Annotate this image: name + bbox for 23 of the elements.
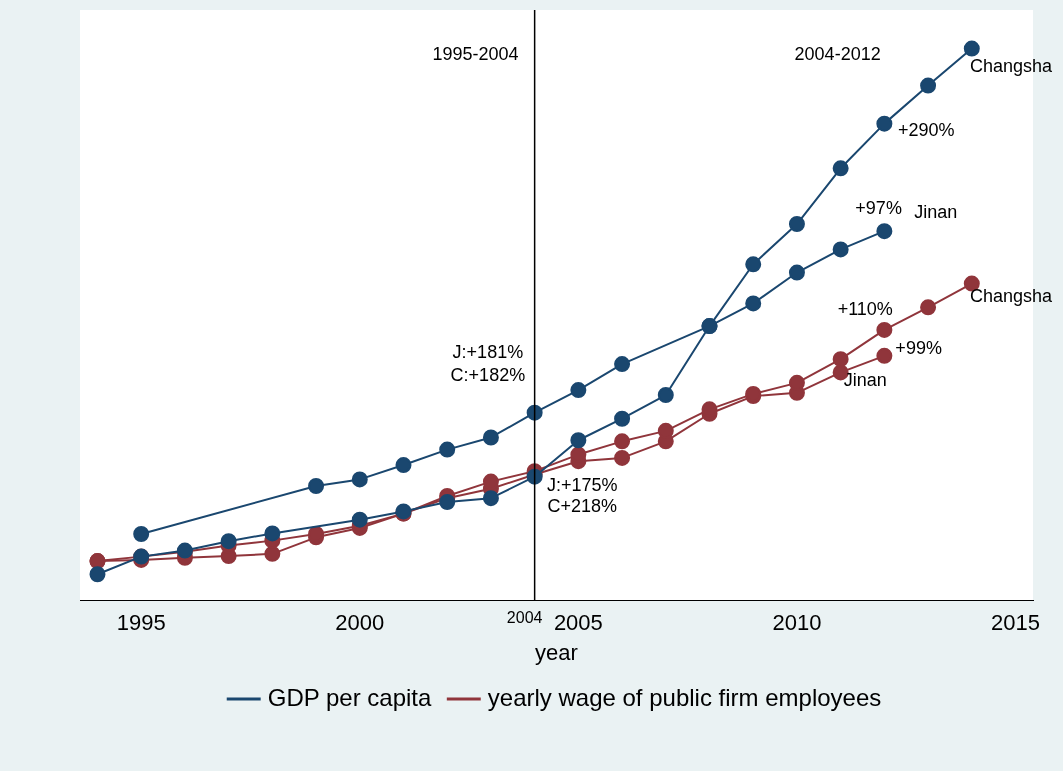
x-tick-label: 2015 <box>991 610 1040 636</box>
x-tick-label: 2000 <box>335 610 385 636</box>
annotation: Jinan <box>843 370 887 391</box>
annotation: 2004-2012 <box>794 44 881 65</box>
annotation: C:+182% <box>450 364 526 385</box>
annotation: J:+181% <box>452 341 524 362</box>
annotation: J:+175% <box>546 475 618 496</box>
legend-label: GDP per capita <box>267 683 432 711</box>
annotation: +110% <box>837 298 893 319</box>
annotation: 1995-2004 <box>432 44 519 65</box>
annotation: +290% <box>897 119 955 140</box>
annotation: +99% <box>895 337 942 358</box>
legend-label: yearly wage of public firm employees <box>487 683 882 711</box>
ref-line-label: 2004 <box>506 608 543 626</box>
annotation: +97% <box>855 198 902 219</box>
annotation: C+218% <box>547 495 618 516</box>
x-axis-title: year <box>535 639 578 665</box>
annotation: Changsha <box>970 286 1054 307</box>
x-tick-label: 1995 <box>116 610 166 636</box>
x-tick-label: 2010 <box>772 610 822 636</box>
annotation: Jinan <box>914 202 958 222</box>
x-tick-label: 2005 <box>553 610 603 636</box>
annotation: Changsha <box>970 56 1054 77</box>
